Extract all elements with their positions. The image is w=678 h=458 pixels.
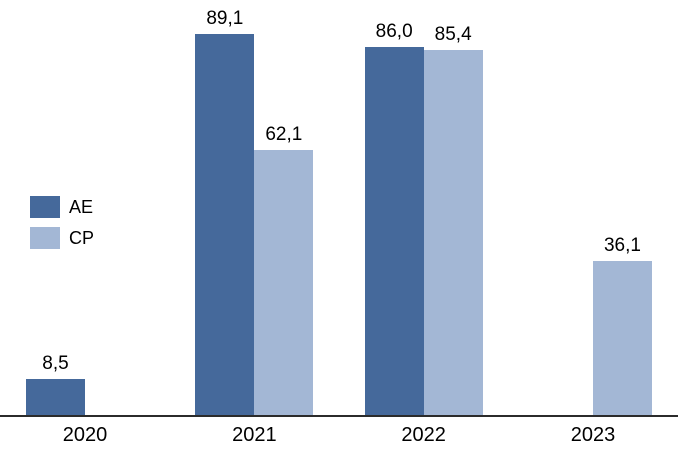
bar-slot-ae-2020: 8,5 [26, 354, 85, 415]
bar-ae-2021 [195, 34, 255, 415]
bar-value-label-cp-2021: 62,1 [265, 124, 303, 145]
legend-item-ae: AE [30, 196, 94, 218]
bar-slot-ae-2021: 89,1 [195, 8, 255, 415]
bar-slot-cp-2023: 36,1 [592, 235, 652, 415]
bar-cp-2021 [254, 150, 314, 415]
x-tick-2022: 2022 [401, 424, 446, 446]
legend-item-cp: CP [30, 227, 94, 249]
bar-value-label-cp-2023: 36,1 [603, 235, 641, 256]
legend: AE CP [30, 196, 94, 258]
category-group-2022: 86,0 85,4 [364, 21, 483, 415]
x-tick-2023: 2023 [570, 424, 616, 446]
legend-swatch-cp [30, 227, 60, 249]
bar-slot-ae-2022: 86,0 [364, 21, 424, 415]
plot-area: AE CP 8,5 89,1 62,1 86,0 85,4 36,1 [0, 8, 678, 417]
category-group-2023: 36,1 [534, 236, 652, 415]
bar-ae-2022 [364, 47, 424, 415]
legend-label-cp: CP [69, 227, 95, 248]
bar-value-label-cp-2022: 85,4 [434, 24, 472, 45]
bar-value-label-ae-2020: 8,5 [42, 353, 69, 374]
bar-slot-cp-2022: 85,4 [423, 24, 483, 415]
x-axis-ticks: 2020 2021 2022 2023 [0, 417, 678, 447]
x-tick-2020: 2020 [62, 424, 108, 446]
legend-swatch-ae [30, 196, 60, 218]
bar-value-label-ae-2022: 86,0 [375, 21, 413, 42]
category-group-2021: 89,1 62,1 [195, 8, 314, 415]
bar-groups: 8,5 89,1 62,1 86,0 85,4 36,1 [26, 8, 652, 415]
category-group-2020: 8,5 [26, 354, 144, 415]
bar-cp-2023 [592, 261, 652, 415]
bar-value-label-ae-2021: 89,1 [206, 8, 244, 29]
legend-label-ae: AE [69, 196, 94, 217]
bar-slot-cp-2021: 62,1 [254, 124, 314, 415]
bar-ae-2020 [26, 379, 85, 415]
x-tick-2021: 2021 [232, 424, 277, 446]
bar-cp-2022 [423, 50, 483, 415]
